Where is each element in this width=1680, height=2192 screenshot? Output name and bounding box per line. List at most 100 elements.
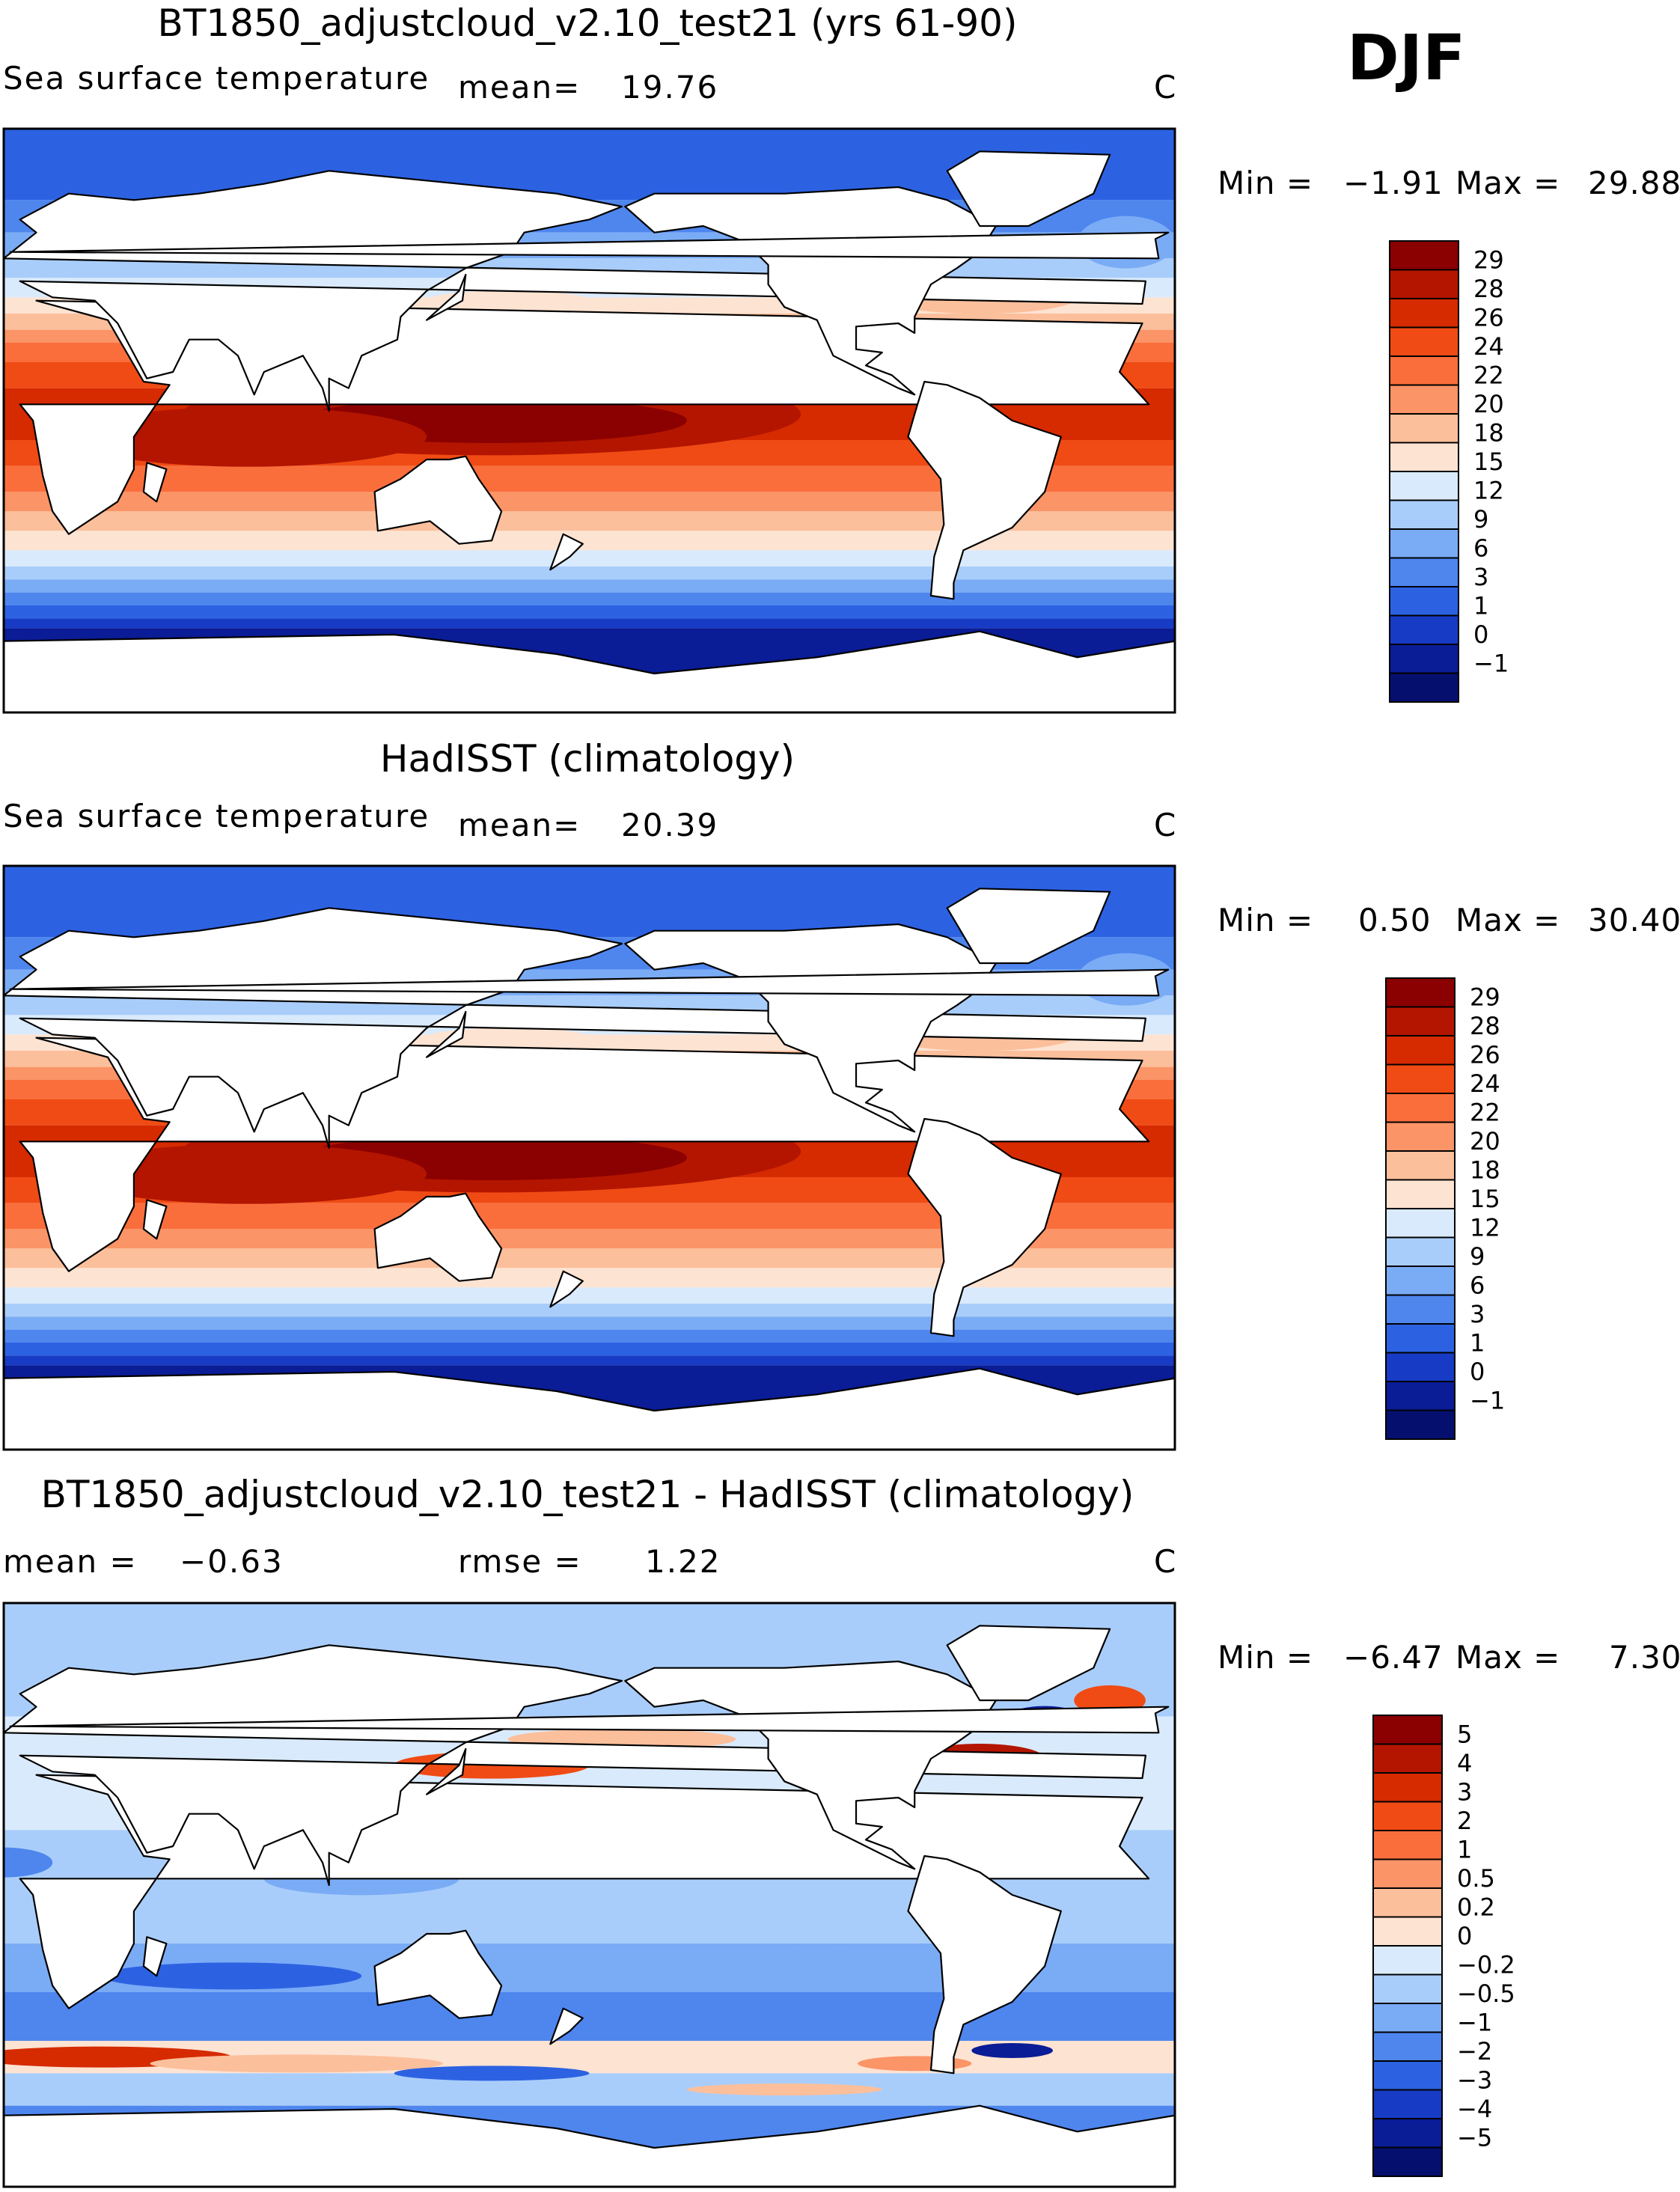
panel-2-min-value: 0.50 xyxy=(1358,902,1432,938)
colorbar-swatch xyxy=(1389,672,1459,703)
land-eurasia xyxy=(4,1644,1147,1887)
colorbar-tick-label: 1 xyxy=(1473,592,1488,620)
diff-band xyxy=(4,2073,1175,2106)
colorbar-tick-label: 9 xyxy=(1473,505,1488,534)
colorbar-swatch xyxy=(1389,614,1459,645)
panel-1-min-label: Min = xyxy=(1218,165,1314,201)
land-samerica xyxy=(907,1117,1062,1337)
colorbar-swatch xyxy=(1389,413,1459,444)
panel-1-variable: Sea surface temperature xyxy=(3,60,430,97)
sst-band xyxy=(4,592,1175,605)
land-australia xyxy=(373,1929,503,2019)
land-nz xyxy=(549,2007,584,2045)
colorbar-swatch xyxy=(1385,1063,1456,1094)
land-japan xyxy=(425,1010,467,1058)
land-greenland xyxy=(946,150,1111,228)
panel-3-units: C xyxy=(1154,1543,1178,1580)
colorbar-tick-label: 3 xyxy=(1473,563,1488,591)
colorbar-swatch xyxy=(1385,1179,1456,1209)
colorbar-swatch xyxy=(1372,1973,1443,2004)
colorbar-swatch xyxy=(1385,1006,1456,1037)
map-frame xyxy=(2,864,1176,1451)
colorbar-tick-label: 0.5 xyxy=(1457,1864,1495,1893)
colorbar-tick-label: −1 xyxy=(1473,650,1509,678)
colorbar-tick-label: 22 xyxy=(1473,361,1504,390)
colorbar-swatch xyxy=(1389,442,1459,472)
diff-anomaly xyxy=(686,2083,882,2095)
panel-2-max-label: Max = xyxy=(1456,902,1561,938)
colorbar-tick-label: 28 xyxy=(1470,1012,1500,1040)
colorbar-tick-label: −0.5 xyxy=(1457,1979,1515,2008)
colorbar-swatch xyxy=(1385,1121,1456,1152)
panel-1-mean-value: 19.76 xyxy=(621,69,719,106)
colorbar-swatch xyxy=(1385,1266,1456,1296)
colorbar-tick-label: 6 xyxy=(1473,534,1488,563)
colorbar-swatch xyxy=(1372,2118,1443,2149)
colorbar-swatch xyxy=(1385,1381,1456,1411)
colorbar-swatch xyxy=(1385,1409,1456,1440)
colorbar-tick-label: −0.2 xyxy=(1457,1951,1515,1979)
colorbar-tick-label: 24 xyxy=(1470,1069,1500,1098)
panel-2-colorbar: 29 28 26 24 22 20 18 15 12 9 6 3 1 0 −1 xyxy=(1384,977,1579,1442)
colorbar-swatch xyxy=(1372,1743,1443,1774)
panel-3-rmse-value: 1.22 xyxy=(645,1543,721,1580)
colorbar-tick-label: 24 xyxy=(1473,332,1504,361)
land-greenland xyxy=(946,1625,1111,1702)
colorbar-tick-label: 20 xyxy=(1470,1127,1500,1155)
colorbar-swatch xyxy=(1385,1035,1456,1066)
map-frame xyxy=(2,1602,1176,2188)
panel-3-min-value: −6.47 xyxy=(1343,1639,1444,1676)
colorbar-tick-label: 12 xyxy=(1470,1214,1500,1242)
colorbar-tick-label: 26 xyxy=(1470,1041,1500,1069)
colorbar-swatch xyxy=(1372,2146,1443,2177)
colorbar-tick-label: −4 xyxy=(1457,2095,1492,2123)
colorbar-tick-label: 0 xyxy=(1457,1922,1472,1950)
sst-band xyxy=(4,1287,1175,1304)
colorbar-tick-label: 9 xyxy=(1470,1242,1485,1271)
colorbar-tick-label: 6 xyxy=(1470,1271,1485,1300)
sst-band xyxy=(4,579,1175,593)
colorbar-swatch xyxy=(1372,1887,1443,1918)
panel-2-mean-value: 20.39 xyxy=(621,807,719,843)
land-antarctica xyxy=(4,1367,1175,1450)
colorbar-tick-label: 2 xyxy=(1457,1807,1472,1835)
colorbar-swatch xyxy=(1385,977,1456,1008)
panel-2-units: C xyxy=(1154,807,1178,843)
panel-3-title: BT1850_adjustcloud_v2.10_test21 - HadISS… xyxy=(40,1473,1134,1516)
diff-anomaly xyxy=(971,2043,1053,2058)
colorbar-tick-label: 0 xyxy=(1473,620,1488,649)
panel-1-mean-label: mean= xyxy=(458,69,581,106)
colorbar-tick-label: 5 xyxy=(1457,1721,1472,1749)
sst-band xyxy=(4,605,1175,619)
panel-1-min-value: −1.91 xyxy=(1343,165,1444,201)
colorbar-swatch xyxy=(1385,1208,1456,1239)
map-frame xyxy=(2,127,1176,714)
land-antarctica xyxy=(4,2104,1175,2187)
land-australia xyxy=(373,455,503,545)
panel-2-variable: Sea surface temperature xyxy=(3,798,430,834)
colorbar-swatch xyxy=(1372,1715,1443,1745)
colorbar-swatch xyxy=(1389,499,1459,530)
panel-1-map xyxy=(2,127,1176,714)
colorbar-tick-label: 3 xyxy=(1457,1778,1472,1807)
sst-band xyxy=(4,567,1175,580)
colorbar-swatch xyxy=(1372,2031,1443,2062)
colorbar-swatch xyxy=(1389,644,1459,674)
colorbar-tick-label: 4 xyxy=(1457,1749,1472,1777)
colorbar-tick-label: 15 xyxy=(1473,448,1504,476)
land-japan xyxy=(425,1747,467,1795)
colorbar-swatch xyxy=(1372,1858,1443,1889)
land-antarctica xyxy=(4,630,1175,712)
colorbar-swatch xyxy=(1372,1772,1443,1803)
colorbar-swatch xyxy=(1389,384,1459,415)
diff-anomaly xyxy=(4,1847,53,1878)
colorbar-tick-label: 1 xyxy=(1457,1836,1472,1864)
season-label: DJF xyxy=(1347,21,1466,94)
colorbar-swatch xyxy=(1389,240,1459,271)
colorbar-swatch xyxy=(1372,2089,1443,2119)
colorbar-tick-label: 22 xyxy=(1470,1099,1500,1127)
colorbar-swatch xyxy=(1389,471,1459,501)
colorbar-swatch xyxy=(1389,269,1459,299)
